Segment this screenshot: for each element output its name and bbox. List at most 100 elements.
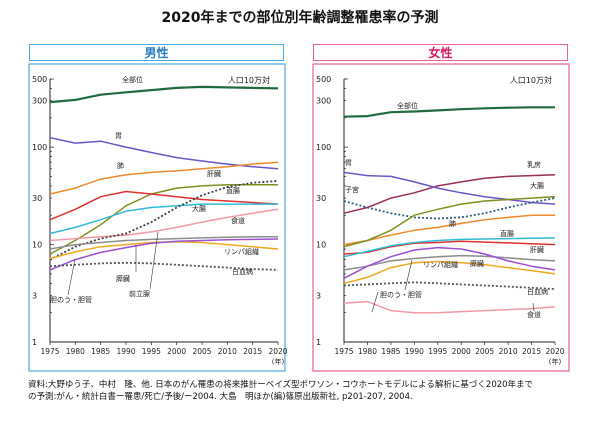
series-line: [49, 203, 278, 235]
label-leader-line: [404, 259, 413, 291]
x-tick-label: 2010: [218, 347, 237, 356]
series-line: [49, 238, 279, 271]
x-tick-label: 2010: [499, 347, 518, 356]
chart-panel-male: 1 3 10 30 100 300 500 1975 1980 1985 1990 1995 2000 2…: [28, 63, 288, 372]
series-label: 肝臓: [207, 169, 221, 178]
y-tick-label: 500: [316, 75, 331, 84]
series-label: リンパ組織: [423, 260, 458, 269]
series-line: [343, 254, 556, 271]
x-tick-label: 1980: [358, 347, 377, 356]
series-line: [343, 106, 555, 118]
series-label: 肺: [117, 162, 124, 170]
series-line: [49, 180, 279, 261]
panel-frame: [28, 63, 286, 372]
label-leader-line: [532, 302, 535, 312]
x-tick-label: 1990: [405, 347, 424, 356]
series-line: [49, 208, 279, 242]
x-tick-label: 2020: [268, 347, 287, 356]
y-tick-label: 10: [316, 241, 326, 250]
x-tick-label: 1995: [428, 347, 447, 356]
series-label: 食道: [527, 310, 541, 319]
series-label: 肝臓: [530, 245, 544, 254]
series-label: リンパ組織: [224, 247, 259, 256]
series-label: 直腸: [226, 186, 240, 195]
x-tick-label: 2015: [522, 347, 541, 356]
series-label: 胃: [345, 159, 352, 167]
x-tick-label: 2015: [243, 347, 262, 356]
series-line: [343, 214, 555, 246]
series-label: 前立腺: [129, 289, 150, 298]
series-label: 全部位: [122, 75, 143, 84]
series-label: 直腸: [500, 229, 514, 238]
panel-frame: [312, 63, 570, 372]
series-line: [343, 240, 556, 255]
series-line: [343, 260, 556, 285]
x-tick-label: 1975: [334, 347, 353, 356]
x-tick-label: 1995: [142, 347, 161, 356]
series-label: 胆のう・胆管: [380, 290, 422, 299]
x-tick-label: 1985: [381, 347, 400, 356]
series-line: [343, 197, 556, 220]
y-tick-label: 100: [32, 143, 47, 152]
y-tick-label: 100: [316, 143, 331, 152]
y-tick-label: 300: [32, 97, 47, 106]
label-leader-line: [371, 291, 379, 313]
source-line-2: の予測:がん・統計白書ー罹患/死亡/予後/ー2004. 大島 明ほか(編)篠原出…: [28, 392, 413, 402]
x-tick-label: 2000: [452, 347, 471, 356]
series-label: 食道: [231, 216, 245, 225]
y-tick-label: 3: [32, 292, 37, 301]
y-tick-label: 1: [316, 338, 321, 347]
series-line: [343, 174, 556, 214]
x-tick-label: 2005: [475, 347, 494, 356]
series-label: 大腸: [530, 181, 544, 190]
male-panel-title: 男性: [29, 44, 284, 61]
series-label: 白血病: [527, 287, 548, 296]
series-line: [343, 195, 556, 248]
x-tick-label: 2005: [192, 347, 211, 356]
x-tick-label: 1975: [40, 347, 59, 356]
series-line: [49, 161, 279, 195]
series-line: [343, 237, 556, 258]
y-tick-label: 300: [316, 97, 331, 106]
series-label: 胆のう・胆管: [50, 295, 92, 304]
series-label: 肺: [449, 220, 456, 228]
series-line: [343, 171, 556, 205]
series-label: 大腸: [192, 204, 206, 213]
series-line: [49, 236, 278, 250]
series-line: [343, 300, 556, 314]
x-tick-label: 2000: [167, 347, 186, 356]
y-tick-label: 3: [316, 292, 321, 301]
series-line: [343, 281, 556, 290]
x-tick-label: 1985: [91, 347, 110, 356]
y-tick-label: 500: [32, 75, 47, 84]
label-leader-line: [67, 258, 76, 296]
series-label: 全部位: [397, 101, 418, 110]
female-panel-title: 女性: [313, 44, 568, 61]
series-label: 乳房: [527, 160, 541, 169]
x-tick-label: 2020: [545, 347, 564, 356]
label-leader-line: [149, 231, 159, 290]
series-line: [343, 246, 556, 279]
x-unit-label: (年): [272, 357, 285, 366]
chart-title: 2020年までの部位別年齢調整罹患率の予測: [161, 10, 439, 26]
source-note: 資料:大野ゆう子、中村 隆、他. 日本のがん罹患の将来推計ーベイズ型ポワソン・コ…: [28, 379, 588, 403]
y-tick-label: 10: [32, 241, 42, 250]
series-line: [49, 190, 279, 221]
y-tick-label: 1: [32, 338, 37, 347]
y-tick-label: 30: [316, 194, 326, 203]
series-label: 膵臓: [470, 259, 484, 268]
chart-panel-female: 1 3 10 30 100 300 500 1975 1980 1985 1990 1995 2000 2…: [312, 63, 570, 372]
series-label: 白血病: [232, 267, 253, 276]
series-label: 膵臓: [116, 274, 130, 283]
series-line: [49, 136, 279, 170]
y-tick-label: 30: [32, 194, 42, 203]
series-label: 胃: [115, 132, 122, 140]
source-line-1: 資料:大野ゆう子、中村 隆、他. 日本のがん罹患の将来推計ーベイズ型ポワソン・コ…: [28, 380, 534, 390]
series-label: 子宮: [345, 185, 359, 194]
unit-label: 人口10万対: [228, 75, 270, 85]
x-tick-label: 1980: [66, 347, 85, 356]
unit-label: 人口10万対: [510, 75, 552, 85]
x-unit-label: (年): [549, 357, 562, 366]
x-tick-label: 1990: [116, 347, 135, 356]
